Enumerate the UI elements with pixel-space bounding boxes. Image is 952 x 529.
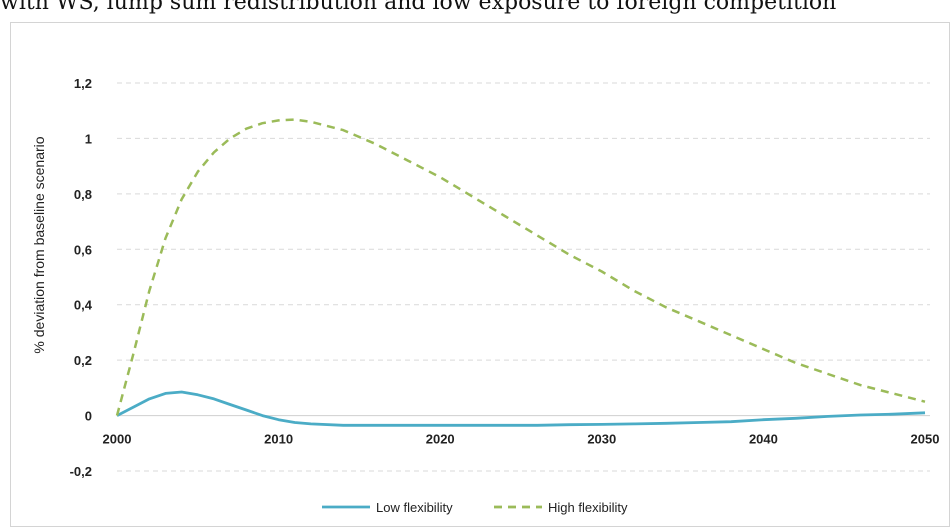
- y-tick-label: 0,6: [74, 242, 92, 257]
- y-tick-label: 0,4: [74, 298, 93, 313]
- x-tick-labels: 2000 2010 2020 2030 2040 2050: [103, 432, 940, 447]
- x-tick-label: 2030: [587, 432, 616, 447]
- series-lines: [115, 118, 926, 427]
- x-tick-label: 2010: [264, 432, 293, 447]
- y-tick-label: 0,2: [74, 353, 92, 368]
- legend-label: Low flexibility: [376, 500, 453, 515]
- x-tick-label: 2040: [749, 432, 778, 447]
- x-tick-label: 2020: [426, 432, 455, 447]
- y-tick-label: 1: [85, 131, 92, 146]
- y-tick-label: 0,8: [74, 187, 92, 202]
- legend: Low flexibility High flexibility: [322, 500, 628, 515]
- y-tick-label: 0: [85, 409, 92, 424]
- grid-lines: [117, 82, 930, 472]
- y-tick-label: 1,2: [74, 76, 92, 91]
- chart-frame: [10, 22, 950, 527]
- series-line-low-flexibility: [116, 390, 926, 427]
- series-line-high-flexibility: [115, 118, 926, 416]
- x-tick-label: 2050: [911, 432, 940, 447]
- legend-label: High flexibility: [548, 500, 628, 515]
- y-tick-label: -0,2: [70, 464, 92, 479]
- y-axis-label: % deviation from baseline scenario: [31, 136, 47, 353]
- figure-caption: with WS, lump sum redistribution and low…: [0, 0, 837, 15]
- y-tick-labels: -0,2 0 0,2 0,4 0,6 0,8 1 1,2: [70, 76, 93, 479]
- x-tick-label: 2000: [103, 432, 132, 447]
